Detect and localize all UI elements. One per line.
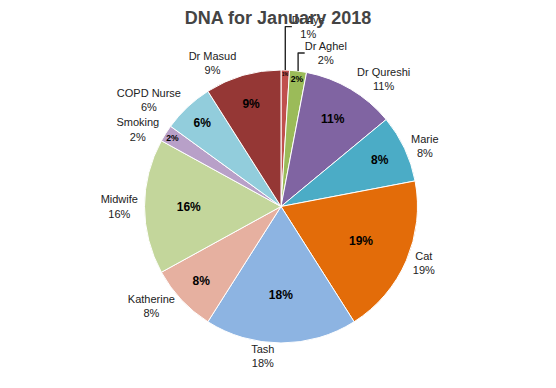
svg-text:DNA for January 2018: DNA for January 2018 bbox=[185, 8, 371, 28]
svg-text:19%: 19% bbox=[349, 234, 373, 248]
svg-text:2%: 2% bbox=[291, 74, 304, 84]
svg-text:18%: 18% bbox=[269, 288, 293, 302]
svg-text:9%: 9% bbox=[242, 97, 260, 111]
svg-text:8%: 8% bbox=[371, 153, 389, 167]
svg-text:COPD Nurse6%: COPD Nurse6% bbox=[117, 87, 181, 113]
svg-text:11%: 11% bbox=[321, 112, 345, 126]
svg-text:16%: 16% bbox=[177, 200, 201, 214]
svg-text:1%: 1% bbox=[282, 72, 288, 77]
svg-text:Dr Aghel2%: Dr Aghel2% bbox=[305, 40, 347, 66]
svg-text:Cat19%: Cat19% bbox=[413, 250, 435, 276]
svg-text:8%: 8% bbox=[192, 274, 210, 288]
svg-text:Tash18%: Tash18% bbox=[251, 343, 274, 369]
svg-text:Dr Aye1%: Dr Aye1% bbox=[292, 14, 325, 40]
svg-text:Katherine8%: Katherine8% bbox=[128, 293, 175, 319]
svg-text:Smoking2%: Smoking2% bbox=[116, 116, 159, 142]
svg-text:6%: 6% bbox=[193, 116, 211, 130]
svg-text:Marie8%: Marie8% bbox=[411, 133, 439, 159]
svg-text:Midwife16%: Midwife16% bbox=[101, 193, 138, 219]
svg-text:Dr Qureshi11%: Dr Qureshi11% bbox=[357, 66, 410, 92]
svg-text:Dr Masud9%: Dr Masud9% bbox=[189, 50, 237, 76]
svg-text:2%: 2% bbox=[166, 133, 179, 143]
